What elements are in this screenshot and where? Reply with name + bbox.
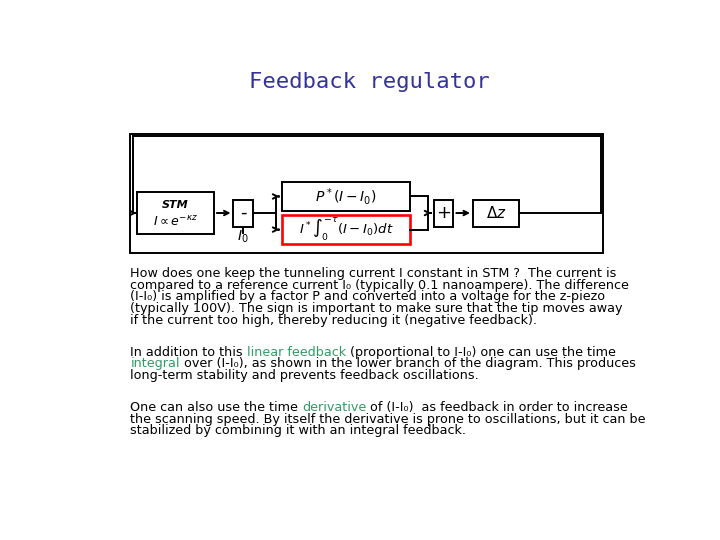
Text: (typically 100V). The sign is important to make sure that the tip moves away: (typically 100V). The sign is important …: [130, 302, 623, 315]
Text: of (I-I₀)  as feedback in order to increase: of (I-I₀) as feedback in order to increa…: [366, 401, 628, 414]
Text: $\Delta z$: $\Delta z$: [486, 205, 506, 221]
Text: $I \propto e^{-\kappa z}$: $I \propto e^{-\kappa z}$: [153, 214, 198, 228]
Text: (proportional to I-I₀) one can use the time: (proportional to I-I₀) one can use the t…: [346, 346, 616, 359]
Text: Feedback regulator: Feedback regulator: [248, 72, 490, 92]
Text: How does one keep the tunneling current I constant in STM ?  The current is: How does one keep the tunneling current …: [130, 267, 616, 280]
Bar: [137, 192, 214, 234]
Text: if the current too high, thereby reducing it (negative feedback).: if the current too high, thereby reducin…: [130, 314, 537, 327]
Text: In addition to this: In addition to this: [130, 346, 247, 359]
Text: integral: integral: [130, 357, 180, 370]
Text: $I_0$: $I_0$: [238, 229, 249, 246]
Bar: [473, 200, 519, 226]
Bar: [434, 200, 454, 226]
Text: compared to a reference current I₀ (typically 0.1 nanoampere). The difference: compared to a reference current I₀ (typi…: [130, 279, 629, 292]
Text: STM: STM: [162, 200, 189, 210]
Text: derivative: derivative: [302, 401, 366, 414]
Text: linear feedback: linear feedback: [247, 346, 346, 359]
Bar: [282, 182, 410, 211]
Text: One can also use the time: One can also use the time: [130, 401, 302, 414]
Bar: [233, 200, 253, 226]
Text: -: -: [240, 204, 246, 222]
Bar: [130, 134, 603, 253]
Text: the scanning speed. By itself the derivative is prone to oscillations, but it ca: the scanning speed. By itself the deriva…: [130, 413, 646, 426]
Text: (I-I₀) is amplified by a factor P and converted into a voltage for the z-piezo: (I-I₀) is amplified by a factor P and co…: [130, 291, 606, 303]
Text: $P^*(I - I_0)$: $P^*(I - I_0)$: [315, 186, 377, 207]
Text: $I^*\int_0^{-\tau}(I - I_0)dt$: $I^*\int_0^{-\tau}(I - I_0)dt$: [299, 216, 394, 243]
Text: stabilized by combining it with an integral feedback.: stabilized by combining it with an integ…: [130, 424, 467, 437]
Text: long-term stability and prevents feedback oscillations.: long-term stability and prevents feedbac…: [130, 369, 479, 382]
Bar: [282, 215, 410, 244]
Text: +: +: [436, 204, 451, 222]
Text: over (I-I₀), as shown in the lower branch of the diagram. This produces: over (I-I₀), as shown in the lower branc…: [180, 357, 636, 370]
